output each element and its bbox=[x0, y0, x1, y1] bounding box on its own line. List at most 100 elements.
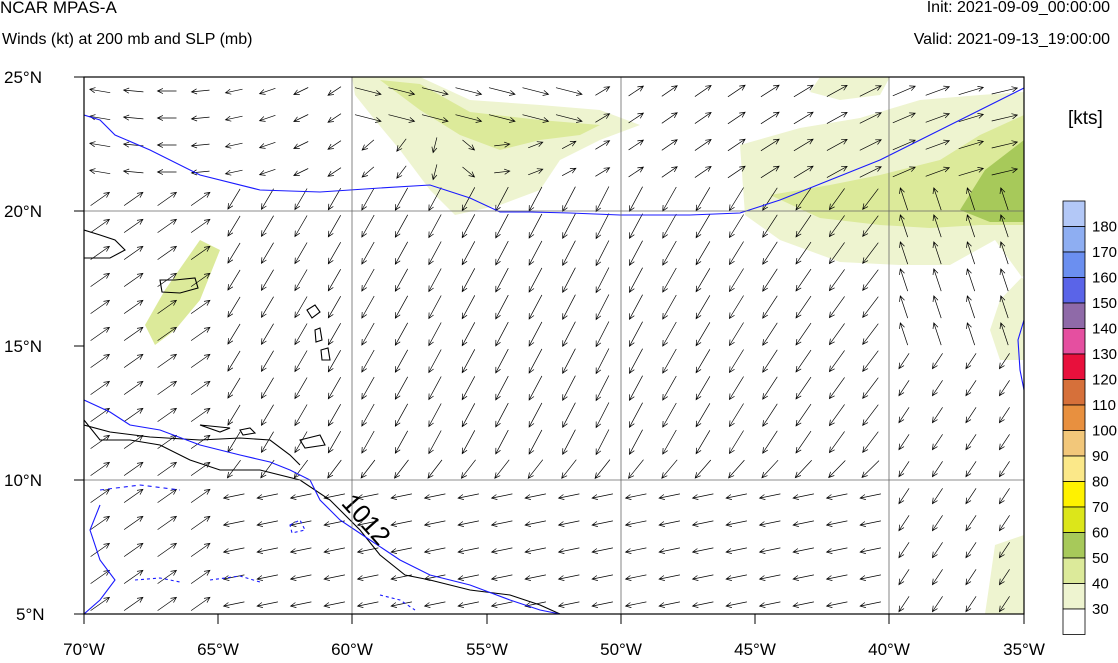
wind-arrow bbox=[595, 429, 610, 456]
wind-arrow bbox=[892, 112, 916, 124]
wind-arrow bbox=[490, 601, 513, 608]
wind-arrow bbox=[965, 596, 977, 613]
wind-arrow bbox=[792, 520, 814, 527]
wind-arrow bbox=[494, 141, 511, 148]
wind-vector-field bbox=[89, 84, 1019, 613]
wind-arrow bbox=[289, 547, 312, 554]
wind-arrow bbox=[157, 326, 178, 341]
wind-arrow bbox=[90, 596, 111, 611]
wind-arrow bbox=[122, 114, 144, 121]
wind-arrow bbox=[999, 322, 1009, 346]
wind-arrow bbox=[90, 515, 111, 530]
wind-arrow bbox=[958, 167, 985, 177]
wind-arrow bbox=[428, 241, 442, 266]
wind-arrow bbox=[898, 407, 910, 424]
wind-arrow bbox=[629, 375, 643, 402]
wind-arrow bbox=[795, 295, 812, 319]
wind-arrow bbox=[998, 380, 1010, 397]
wind-arrow bbox=[695, 322, 711, 347]
wind-arrow bbox=[758, 493, 781, 500]
colorbar-swatch bbox=[1062, 430, 1086, 457]
wind-arrow bbox=[394, 322, 409, 346]
wind-arrow bbox=[394, 459, 409, 479]
wind-arrow bbox=[555, 114, 583, 123]
wind-arrow bbox=[965, 515, 977, 532]
wind-arrow bbox=[728, 459, 745, 479]
lat-label-15n: 15°N bbox=[4, 337, 42, 356]
wind-arrow bbox=[495, 240, 509, 266]
wind-arrow bbox=[294, 242, 308, 265]
wind-arrow bbox=[394, 403, 409, 427]
wind-arrow bbox=[931, 569, 943, 586]
wind-arrow bbox=[90, 434, 111, 449]
colorbar-swatch bbox=[1062, 481, 1086, 508]
wind-arrow bbox=[356, 601, 379, 608]
wind-arrow bbox=[862, 188, 879, 210]
wind-arrow bbox=[728, 430, 744, 455]
wind-arrow bbox=[428, 322, 442, 347]
colorbar-tick-label: 150 bbox=[1092, 295, 1117, 312]
colorbar-tick-label: 80 bbox=[1092, 474, 1109, 491]
wind-arrow bbox=[522, 114, 550, 123]
wind-arrow bbox=[793, 84, 814, 98]
wind-arrow bbox=[190, 515, 211, 530]
wind-arrow bbox=[728, 403, 744, 428]
wind-arrow bbox=[728, 295, 744, 320]
wind-arrow bbox=[795, 430, 812, 454]
wind-arrow bbox=[728, 322, 744, 347]
wind-arrow bbox=[595, 113, 611, 123]
wind-arrow bbox=[90, 353, 111, 368]
wind-arrow bbox=[190, 434, 211, 449]
wind-arrow bbox=[862, 269, 879, 291]
wind-arrow bbox=[360, 459, 376, 479]
wind-arrow bbox=[760, 111, 780, 125]
colorbar-tick-label: 90 bbox=[1092, 448, 1109, 465]
wind-arrow bbox=[694, 165, 712, 178]
wind-arrow bbox=[662, 186, 677, 212]
isobar-small-loop-3 bbox=[209, 575, 261, 583]
wind-arrow bbox=[123, 191, 144, 206]
island-outline-7 bbox=[199, 424, 231, 433]
wind-arrow bbox=[662, 348, 677, 374]
wind-arrow bbox=[793, 165, 814, 179]
wind-arrow bbox=[998, 596, 1010, 613]
wind-arrow bbox=[294, 269, 308, 292]
wind-arrow bbox=[190, 142, 210, 149]
wind-arrow bbox=[227, 350, 241, 372]
wind-arrow bbox=[725, 520, 747, 527]
wind-arrow bbox=[390, 547, 412, 554]
wind-arrow bbox=[629, 321, 643, 348]
colorbar: 180 170 160 150 140 130 120 110 100 90 80 70 60 50 40 3… bbox=[1062, 200, 1117, 635]
wind-arrow bbox=[998, 353, 1010, 370]
wind-arrow bbox=[294, 215, 308, 238]
wind-arrow bbox=[727, 111, 746, 125]
wind-arrow bbox=[388, 114, 416, 123]
jet-shading-southeast bbox=[985, 535, 1024, 614]
wind-arrow bbox=[859, 166, 882, 178]
wind-arrow bbox=[898, 434, 910, 451]
wind-arrow bbox=[991, 86, 1019, 95]
wind-arrow bbox=[562, 186, 576, 213]
wind-arrow bbox=[595, 375, 610, 402]
jet-shading-30kt-east bbox=[740, 92, 1024, 360]
wind-arrow bbox=[691, 493, 714, 500]
wind-arrow bbox=[524, 547, 546, 554]
wind-arrow bbox=[899, 322, 909, 346]
wind-arrow bbox=[528, 321, 543, 347]
wind-arrow bbox=[294, 404, 308, 427]
wind-arrow bbox=[762, 376, 778, 400]
wind-arrow bbox=[965, 353, 977, 370]
wind-arrow bbox=[658, 547, 680, 554]
lon-label-65w: 65°W bbox=[197, 640, 239, 659]
colorbar-swatch bbox=[1062, 557, 1086, 584]
wind-arrow bbox=[898, 515, 910, 532]
colorbar-swatch bbox=[1062, 455, 1086, 482]
wind-arrow bbox=[595, 267, 610, 294]
wind-arrow bbox=[457, 520, 479, 527]
colorbar-tick-label: 100 bbox=[1092, 423, 1117, 440]
wind-arrow bbox=[89, 87, 111, 94]
wind-arrow bbox=[460, 459, 476, 479]
wind-arrow bbox=[695, 295, 711, 320]
wind-arrow bbox=[157, 596, 178, 611]
colorbar-tick-label: 70 bbox=[1092, 499, 1109, 516]
